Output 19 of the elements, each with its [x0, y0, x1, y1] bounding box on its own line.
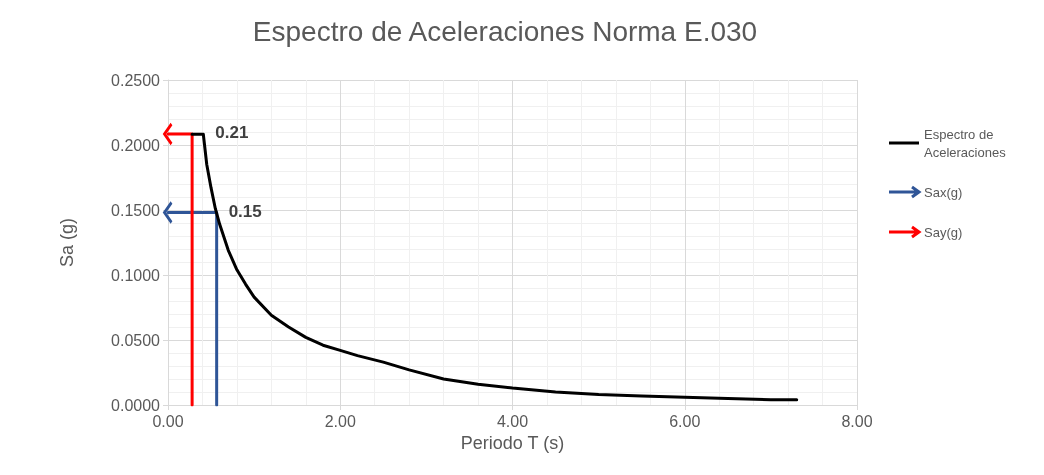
- x-tick-label: 2.00: [324, 412, 356, 430]
- legend-label: Espectro de Aceleraciones: [924, 126, 1007, 160]
- x-tick-label: 0.00: [152, 412, 184, 430]
- y-tick-label: 0.0000: [111, 396, 161, 414]
- annotation: 0.15: [228, 201, 262, 221]
- y-axis-title: Sa (g): [57, 217, 77, 268]
- legend-label: Say(g): [924, 224, 963, 240]
- legend-label: Sax(g): [924, 184, 963, 200]
- x-axis-title: Periodo T (s): [460, 432, 565, 453]
- y-tick-label: 0.2500: [111, 71, 161, 89]
- x-tick-label: 8.00: [841, 412, 873, 430]
- y-tick-label: 0.0500: [111, 331, 161, 349]
- annotation: 0.21: [215, 123, 249, 143]
- y-tick-label: 0.2000: [111, 136, 161, 154]
- y-tick-label: 0.1500: [111, 201, 161, 219]
- x-tick-label: 4.00: [496, 412, 529, 430]
- chart-title: Espectro de Aceleraciones Norma E.030: [252, 15, 758, 47]
- y-tick-label: 0.1000: [111, 266, 161, 284]
- x-tick-label: 6.00: [669, 412, 701, 430]
